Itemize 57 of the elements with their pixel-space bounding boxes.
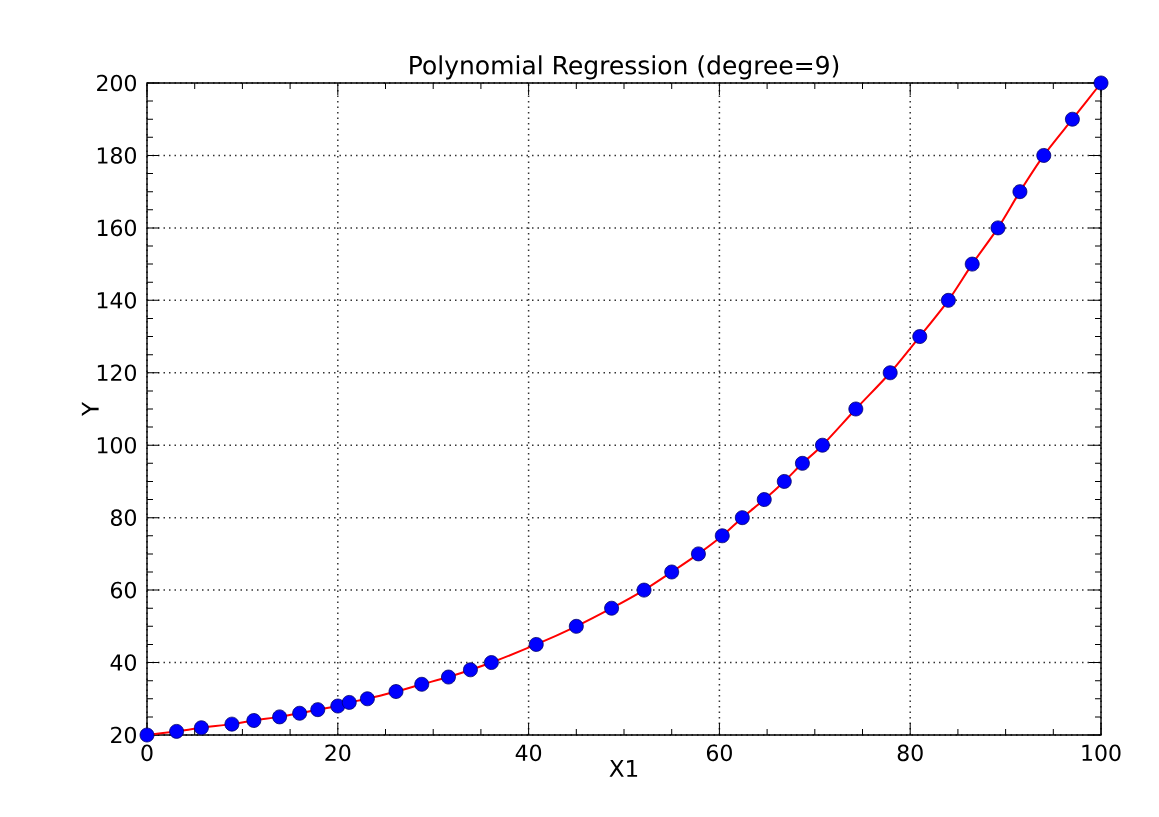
point	[714, 528, 730, 544]
y-tick-label: 140	[97, 292, 136, 309]
point	[815, 437, 830, 453]
point	[756, 492, 772, 507]
point	[441, 669, 456, 685]
point	[795, 455, 810, 471]
point	[1064, 111, 1080, 127]
x-tick-label: 20	[325, 744, 351, 762]
point	[388, 684, 404, 699]
point	[964, 256, 980, 272]
point	[1093, 75, 1109, 91]
y-axis-title: Y	[81, 401, 99, 417]
point	[463, 662, 478, 678]
point	[359, 691, 375, 707]
y-tick-label: 80	[110, 509, 136, 526]
point	[1012, 184, 1028, 200]
point	[528, 637, 544, 652]
y-tick-label: 120	[97, 364, 136, 382]
point	[604, 600, 619, 616]
point	[776, 474, 792, 489]
point	[272, 709, 288, 725]
y-tick-label: 180	[97, 147, 136, 164]
x-tick-label: 0	[141, 744, 153, 762]
point	[990, 220, 1006, 236]
x-tick-label: 60	[706, 744, 732, 762]
point	[568, 618, 584, 634]
y-tick-label: 60	[111, 581, 136, 599]
point	[664, 564, 680, 580]
point	[414, 676, 430, 692]
x-axis-title: X1	[609, 760, 638, 777]
point	[330, 698, 346, 714]
y-tick-label: 200	[97, 74, 136, 92]
point	[882, 365, 898, 381]
point	[224, 716, 240, 732]
y-tick-label: 20	[111, 726, 136, 744]
point	[139, 727, 155, 743]
chart-title: Polynomial Regression (degree=9)	[410, 55, 839, 80]
point	[848, 401, 864, 417]
point	[691, 546, 706, 562]
x-tick-label: 80	[897, 744, 923, 762]
point	[193, 720, 209, 736]
point	[734, 510, 750, 526]
point	[912, 329, 928, 344]
point	[940, 292, 956, 308]
point	[636, 582, 652, 598]
point	[1036, 148, 1052, 163]
point	[484, 655, 499, 670]
y-tick-label: 160	[97, 219, 136, 237]
point	[341, 695, 357, 710]
point	[292, 705, 308, 721]
y-tick-label: 100	[97, 436, 136, 454]
point	[169, 723, 184, 739]
point	[246, 713, 262, 728]
x-tick-label: 40	[515, 744, 542, 762]
x-tick-label: 100	[1082, 744, 1121, 762]
y-tick-label: 40	[110, 654, 136, 671]
point	[310, 702, 326, 718]
